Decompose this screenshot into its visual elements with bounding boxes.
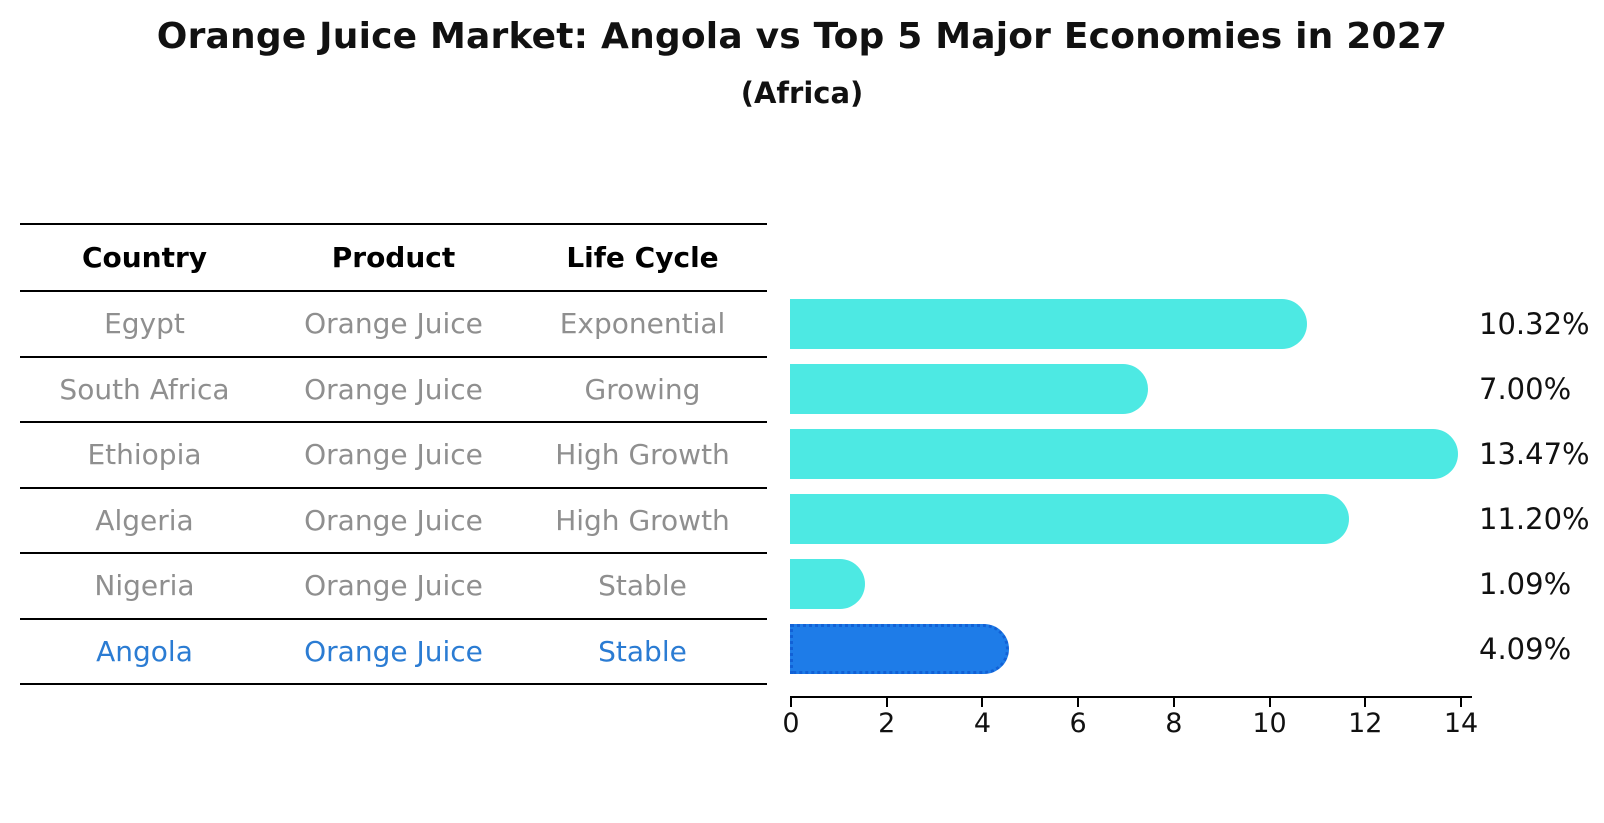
- cell-product: Orange Juice: [304, 372, 483, 406]
- x-axis-line: [790, 696, 1472, 698]
- table-row-ethiopia: Ethiopia Orange Juice High Growth: [20, 423, 767, 489]
- table-row-egypt: Egypt Orange Juice Exponential: [20, 292, 767, 358]
- x-axis-tick-label: 8: [1165, 708, 1183, 739]
- x-axis-tick-label: 10: [1252, 708, 1287, 739]
- x-axis-tick-label: 6: [1069, 708, 1087, 739]
- bar-nigeria: [790, 559, 866, 609]
- cell-country: Nigeria: [94, 569, 195, 603]
- cell-product: Orange Juice: [304, 503, 483, 537]
- cell-life-cycle: Stable: [598, 569, 687, 603]
- column-header-life-cycle: Life Cycle: [566, 241, 719, 274]
- table-row-nigeria: Nigeria Orange Juice Stable: [20, 554, 767, 620]
- bar-value-label-egypt: 10.32%: [1479, 307, 1590, 341]
- country-table: Country Product Life Cycle Egypt Orange J…: [20, 223, 767, 685]
- bar-angola: [790, 624, 1009, 674]
- column-header-country: Country: [81, 241, 208, 274]
- table-header-row: Country Product Life Cycle: [20, 225, 767, 292]
- table-row-south-africa: South Africa Orange Juice Growing: [20, 358, 767, 423]
- cell-life-cycle: Exponential: [559, 307, 726, 341]
- chart-subtitle: (Africa): [740, 76, 864, 110]
- table-row-angola: Angola Orange Juice Stable: [20, 620, 767, 685]
- cell-product: Orange Juice: [304, 569, 483, 603]
- x-axis-tick-label: 4: [973, 708, 992, 739]
- x-axis-tick: [1460, 698, 1462, 707]
- column-header-product: Product: [331, 241, 456, 274]
- cell-life-cycle: Stable: [598, 634, 687, 668]
- x-axis-tick: [1077, 698, 1080, 707]
- x-axis-tick-label: 0: [782, 708, 800, 739]
- bar-value-label-south-africa: 7.00%: [1479, 372, 1572, 406]
- bar-value-label-ethiopia: 13.47%: [1479, 437, 1590, 471]
- cell-life-cycle: High Growth: [555, 438, 730, 472]
- x-axis-tick: [790, 698, 792, 707]
- x-axis-tick-label: 2: [878, 708, 896, 739]
- x-axis-tick: [981, 698, 984, 707]
- table-body: Egypt Orange Juice Exponential South Africa…: [20, 292, 767, 685]
- x-axis-tick: [1172, 698, 1175, 707]
- cell-product: Orange Juice: [304, 634, 483, 668]
- cell-country: Egypt: [104, 307, 185, 341]
- x-axis-tick: [885, 698, 888, 707]
- bar-value-label-angola: 4.09%: [1479, 632, 1572, 666]
- cell-product: Orange Juice: [304, 438, 483, 472]
- cell-country: South Africa: [59, 372, 230, 406]
- bar-value-label-nigeria: 1.09%: [1479, 567, 1572, 601]
- chart-title: Orange Juice Market: Angola vs Top 5 Maj…: [156, 16, 1448, 57]
- cell-life-cycle: Growing: [584, 372, 701, 406]
- cell-life-cycle: High Growth: [555, 503, 730, 537]
- table-row-algeria: Algeria Orange Juice High Growth: [20, 489, 767, 554]
- cell-country: Algeria: [95, 503, 194, 537]
- x-axis-tick: [1268, 698, 1271, 707]
- x-axis-tick-label: 14: [1443, 708, 1479, 739]
- cell-country: Angola: [96, 634, 193, 668]
- x-axis-tick-label: 12: [1348, 708, 1383, 739]
- cell-product: Orange Juice: [304, 307, 483, 341]
- bar-algeria: [790, 494, 1349, 544]
- x-axis-tick: [1364, 698, 1367, 707]
- bar-value-label-algeria: 11.20%: [1479, 502, 1590, 536]
- bar-south-africa: [790, 364, 1148, 414]
- cell-country: Ethiopia: [87, 438, 202, 472]
- bar-ethiopia: [790, 429, 1458, 479]
- bar-egypt: [790, 299, 1307, 349]
